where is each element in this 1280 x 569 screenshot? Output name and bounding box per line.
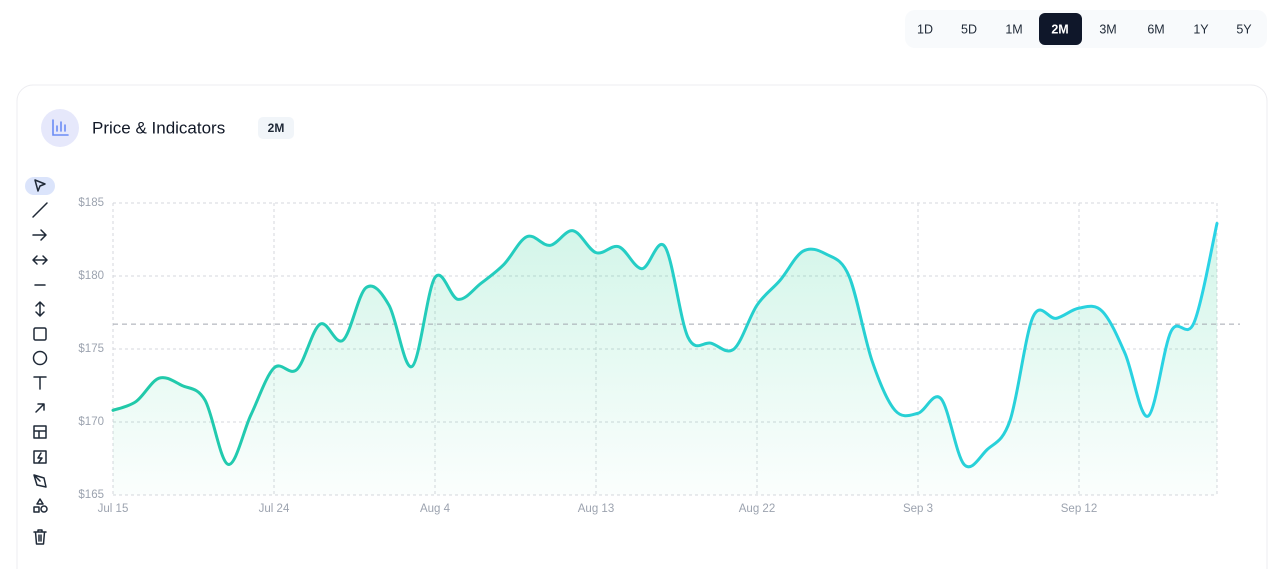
tool-line[interactable]: [32, 202, 48, 218]
y-tick-label: $175: [78, 343, 104, 355]
x-tick-label: Aug 13: [578, 503, 614, 515]
x-tick-label: Jul 24: [259, 503, 290, 515]
badge-text: 2M: [268, 121, 285, 135]
range-button[interactable]: 6M: [1147, 22, 1164, 36]
tool-double-arrow[interactable]: [32, 255, 48, 265]
tool-select[interactable]: [34, 179, 46, 192]
range-button[interactable]: 1M: [1005, 22, 1022, 36]
tool-circle[interactable]: [32, 350, 48, 366]
tool-rect[interactable]: [33, 327, 47, 341]
tool-pen[interactable]: [33, 474, 47, 488]
toolbar: [25, 177, 55, 545]
tool-shapes-dot[interactable]: [40, 505, 48, 513]
tool-ray[interactable]: [35, 403, 45, 413]
y-tick-label: $170: [78, 416, 104, 428]
tool-layout[interactable]: [33, 425, 47, 439]
badge: [258, 117, 294, 139]
x-tick-label: Sep 3: [903, 503, 933, 515]
range-button[interactable]: 5Y: [1236, 22, 1252, 36]
y-tick-label: $185: [78, 197, 104, 209]
header-icon-glyph: [52, 119, 69, 136]
price-line: [111, 221, 1219, 469]
y-tick-label: $180: [78, 270, 104, 282]
x-tick-label: Sep 12: [1061, 503, 1097, 515]
range-bar: [905, 10, 1267, 48]
range-button-active[interactable]: [1039, 13, 1082, 45]
area: [113, 223, 1217, 495]
range-button[interactable]: 1Y: [1193, 22, 1209, 36]
chart: $165 $170 $175 $180 $185 Jul 15 Jul 24 Aug 4 Aug…: [78, 197, 1240, 515]
tool-arrow[interactable]: [32, 229, 47, 241]
tool-vline[interactable]: [35, 301, 45, 317]
tool-delete[interactable]: [33, 529, 47, 545]
range-button[interactable]: 2M: [1051, 22, 1068, 36]
tool-shapes[interactable]: [33, 498, 44, 513]
range-button[interactable]: 3M: [1099, 22, 1116, 36]
tool-indicator[interactable]: [33, 450, 47, 464]
header-icon: [41, 109, 79, 147]
y-tick-label: $165: [78, 489, 104, 501]
x-tick-label: Aug 22: [739, 503, 775, 515]
range-button[interactable]: 1D: [917, 22, 933, 36]
card-title: Price & Indicators: [92, 118, 225, 137]
x-tick-label: Aug 4: [420, 503, 451, 515]
range-button[interactable]: 5D: [961, 22, 977, 36]
tool-text[interactable]: [33, 376, 47, 390]
x-tick-label: Jul 15: [98, 503, 129, 515]
